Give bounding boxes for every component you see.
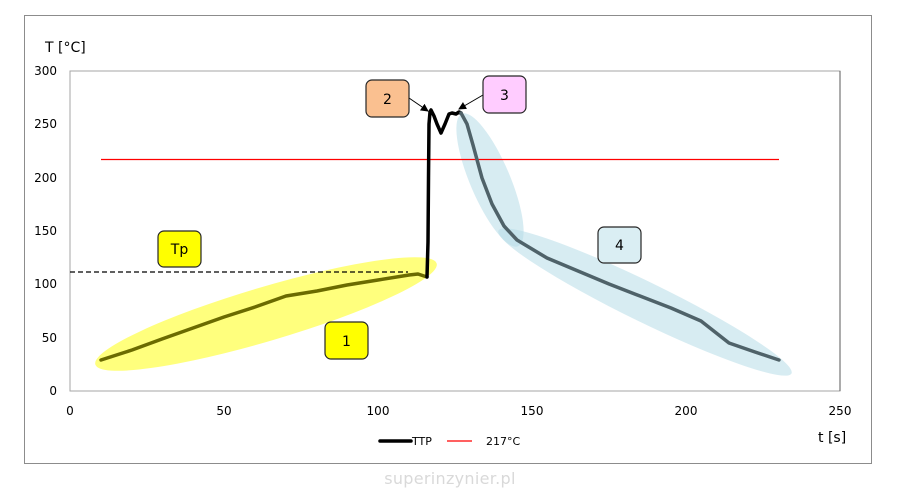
annotation-3-label: 3 (500, 88, 509, 104)
x-axis-ticks: 0 50 100 150 200 250 (66, 404, 851, 418)
annotation-tp-label: Tp (170, 242, 189, 258)
annotation-tp: Tp (157, 230, 202, 268)
y-tick: 200 (34, 171, 57, 185)
y-tick: 150 (34, 224, 57, 238)
legend-ttp-label: TTP (411, 435, 432, 448)
annotation-3: 3 (482, 75, 527, 114)
y-axis-title: T [°C] (44, 40, 86, 56)
x-tick: 150 (521, 404, 544, 418)
legend: TTP 217°C (378, 435, 520, 448)
y-tick: 100 (34, 277, 57, 291)
x-tick: 200 (675, 404, 698, 418)
x-tick: 100 (367, 404, 390, 418)
watermark: superinzynier.pl (384, 469, 516, 488)
y-axis-ticks: 0 50 100 150 200 250 300 (34, 64, 57, 398)
arrow-to-peak-2 (408, 97, 429, 112)
x-tick: 50 (216, 404, 231, 418)
ttp-curve-reflow (425, 108, 463, 279)
ttp-curve-preheat (99, 272, 429, 362)
annotation-4-label: 4 (615, 238, 624, 254)
x-tick: 0 (66, 404, 74, 418)
annotation-2: 2 (365, 79, 410, 118)
x-tick: 250 (829, 404, 852, 418)
annotation-1-label: 1 (342, 334, 351, 350)
legend-217-label: 217°C (486, 435, 520, 448)
zone-4-highlight (498, 228, 792, 376)
arrow-to-peak-3 (458, 94, 484, 110)
y-tick: 0 (49, 384, 57, 398)
annotation-2-label: 2 (383, 92, 392, 108)
annotation-1: 1 (324, 321, 369, 360)
y-tick: 300 (34, 64, 57, 78)
ttp-curve-cooling (459, 111, 781, 362)
x-axis-title: t [s] (818, 430, 846, 446)
y-tick: 50 (42, 331, 57, 345)
annotation-4: 4 (597, 226, 642, 264)
y-tick: 250 (34, 117, 57, 131)
